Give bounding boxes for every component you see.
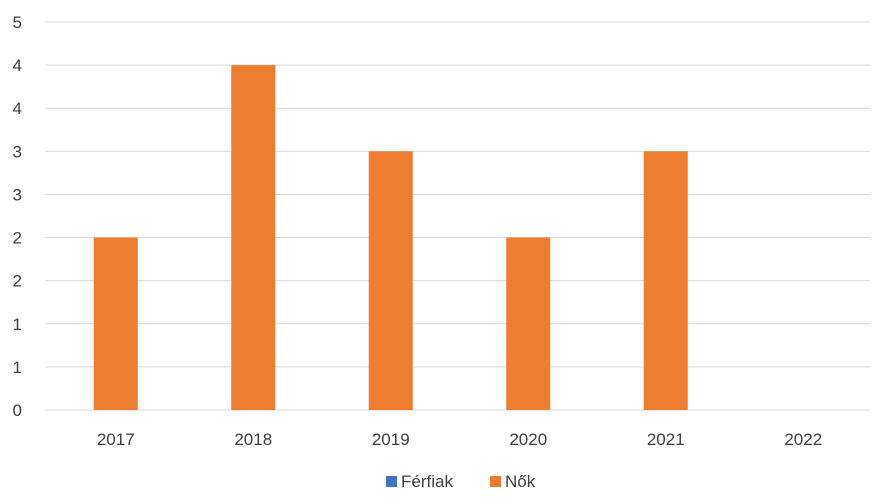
y-tick-label: 1: [13, 315, 22, 334]
bar-2021-Nők: [643, 151, 688, 411]
gridlines: [45, 21, 870, 411]
x-tick-label: 2018: [234, 430, 272, 449]
x-tick-label: 2020: [509, 430, 547, 449]
bar-2018-Nők: [231, 65, 276, 410]
legend-label: Férfiak: [401, 472, 453, 491]
y-axis-tick-labels: 0 1 1 2 2 3 3 4 4 5: [13, 13, 22, 420]
legend-swatch: [490, 476, 501, 487]
y-tick-label: 2: [13, 229, 22, 248]
y-tick-label: 0: [13, 401, 22, 420]
x-tick-label: 2022: [784, 430, 822, 449]
x-tick-label: 2021: [647, 430, 685, 449]
bar-2019-Nők: [368, 151, 413, 411]
y-tick-label: 4: [13, 99, 22, 118]
legend-swatch: [386, 476, 397, 487]
bars: [93, 65, 688, 411]
bar-2017-Nők: [93, 237, 138, 410]
y-tick-label: 2: [13, 272, 22, 291]
legend: Férfiak Nők: [386, 472, 536, 491]
y-tick-label: 1: [13, 358, 22, 377]
y-tick-label: 3: [13, 142, 22, 161]
y-tick-label: 3: [13, 185, 22, 204]
legend-label: Nők: [505, 472, 536, 491]
x-axis-tick-labels: 2017 2018 2019 2020 2021 2022: [97, 430, 822, 449]
y-tick-label: 4: [13, 56, 22, 75]
y-tick-label: 5: [13, 13, 22, 32]
x-tick-label: 2019: [372, 430, 410, 449]
bar-2020-Nők: [506, 237, 551, 410]
x-tick-label: 2017: [97, 430, 135, 449]
